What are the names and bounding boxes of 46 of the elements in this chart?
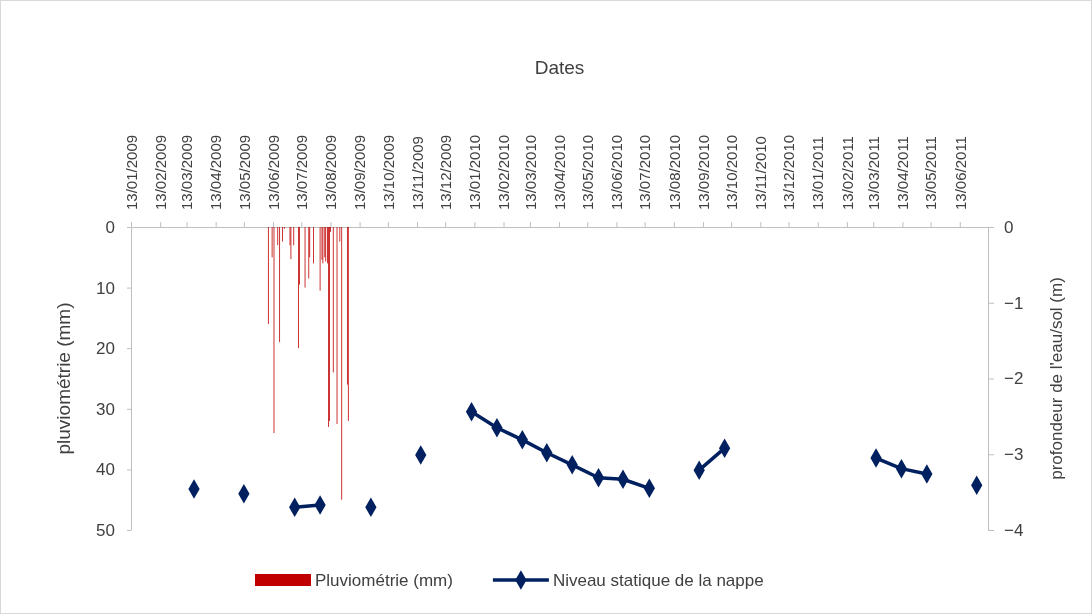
x-axis-title: Dates <box>534 57 585 78</box>
y2-tick-label: 0 <box>1004 217 1014 237</box>
x-tick-label: 13/10/2010 <box>722 134 740 210</box>
legend-label: Pluviométrie (mm) <box>315 570 453 590</box>
x-tick-label: 13/02/2011 <box>838 136 856 210</box>
x-tick-label: 13/05/2010 <box>579 134 596 210</box>
y2-tick-label: −2 <box>1004 369 1024 389</box>
y-tick-label: 10 <box>96 278 115 298</box>
x-tick-label: 13/01/2009 <box>122 134 140 210</box>
y-tick-label: 40 <box>96 460 115 480</box>
x-tick-label: 13/08/2010 <box>665 134 683 210</box>
x-tick-label: 13/11/2010 <box>752 136 770 210</box>
x-tick-label: 13/04/2010 <box>550 134 568 210</box>
x-tick-label: 13/12/2009 <box>436 134 454 210</box>
x-tick-label: 13/07/2009 <box>293 134 311 210</box>
y2-tick-label: −4 <box>1004 520 1024 540</box>
x-tick-label: 13/04/2011 <box>894 136 912 210</box>
x-tick-label: 13/07/2010 <box>636 134 654 210</box>
x-tick-label: 13/06/2011 <box>951 136 969 210</box>
x-tick-label: 13/01/2011 <box>809 136 827 210</box>
y-axis-title: pluviométrie (mm) <box>53 302 74 455</box>
x-tick-label: 13/06/2009 <box>264 134 282 210</box>
x-tick-label: 13/04/2009 <box>207 134 225 210</box>
x-tick-label: 13/09/2010 <box>694 134 712 210</box>
x-tick-label: 13/03/2011 <box>864 136 882 210</box>
x-tick-label: 13/02/2010 <box>495 134 513 210</box>
x-tick-label: 13/12/2010 <box>780 134 798 210</box>
y-tick-label: 30 <box>96 399 115 419</box>
x-tick-label: 13/05/2009 <box>235 134 253 210</box>
x-tick-label: 13/11/2009 <box>408 136 426 210</box>
y2-tick-label: −3 <box>1004 445 1024 465</box>
y2-axis-title: profondeur de l'eau/sol (m) <box>1047 277 1066 480</box>
x-tick-label: 13/06/2010 <box>608 134 626 210</box>
x-tick-label: 13/02/2009 <box>151 134 169 210</box>
legend-label: Niveau statique de la nappe <box>552 570 764 590</box>
x-tick-label: 13/01/2010 <box>466 134 484 210</box>
x-tick-label: 13/09/2009 <box>351 134 369 210</box>
x-tick-label: 13/08/2009 <box>322 134 340 210</box>
y2-tick-label: −1 <box>1004 293 1024 313</box>
x-tick-label: 13/10/2009 <box>379 134 397 210</box>
y-tick-label: 50 <box>96 520 115 540</box>
y-tick-label: 20 <box>96 339 115 359</box>
y-tick-label: 0 <box>105 217 115 237</box>
x-tick-label: 13/05/2011 <box>922 136 940 210</box>
x-tick-label: 13/03/2009 <box>178 134 196 210</box>
x-tick-label: 13/03/2010 <box>521 134 539 210</box>
